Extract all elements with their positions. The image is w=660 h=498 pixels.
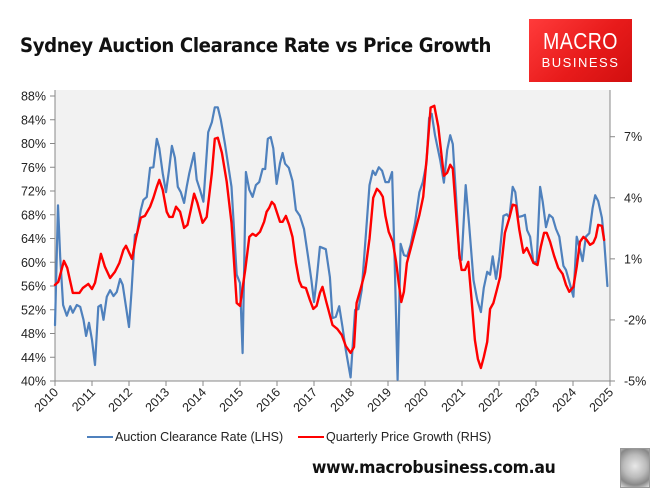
x-tick-label: 2023: [513, 385, 543, 415]
x-tick-label: 2018: [328, 385, 358, 415]
x-tick-label: 2022: [476, 385, 506, 415]
left-axis: 88% 84% 80% 76% 72% 68% 64% 60% 56% 52% 48% 44% 40%: [21, 90, 56, 389]
chart: 88%84%80%76%72%68%64%60%56%52%48%44%40% …: [21, 90, 646, 415]
x-tick-label: 2013: [143, 385, 173, 415]
x-tick-label: 2012: [106, 385, 136, 415]
x-tick-label: 2024: [550, 385, 580, 415]
series-line-quarterly-price-growth: [53, 104, 606, 370]
chart-title: Sydney Auction Clearance Rate vs Price G…: [20, 34, 492, 57]
x-tick-label: 2014: [180, 385, 210, 415]
x-tick-label: 2011: [69, 385, 98, 414]
left-tick-label: 72%: [21, 185, 46, 199]
left-tick-label: 84%: [21, 113, 46, 127]
logo-line1: MACRO: [543, 28, 618, 54]
left-tick-label: 76%: [21, 161, 46, 175]
right-tick-label: 1%: [624, 252, 642, 266]
left-tick-label: 56%: [21, 280, 46, 294]
series-layer: [53, 104, 609, 381]
x-tick-label: 2020: [402, 385, 432, 415]
fox-icon: [620, 448, 650, 488]
right-tick-label: -2%: [624, 313, 646, 327]
left-tick-label: 44%: [21, 351, 46, 365]
logo-line2: BUSINESS: [541, 55, 620, 70]
legend-label-qpg: Quarterly Price Growth (RHS): [326, 430, 492, 444]
legend-item-qpg: Quarterly Price Growth (RHS): [298, 430, 491, 444]
right-axis: 7% 4% 1% -2% -5%: [609, 90, 646, 389]
x-tick-label: 2025: [587, 385, 617, 415]
x-tick-label: 2019: [365, 385, 395, 415]
plot-area: [55, 90, 610, 381]
x-tick-label: 2016: [254, 385, 284, 415]
right-tick-label: 4%: [624, 191, 642, 205]
right-tick-label: -5%: [624, 375, 646, 389]
left-tick-label: 64%: [21, 232, 46, 246]
legend-label-acr: Auction Clearance Rate (LHS): [115, 430, 284, 444]
website-url: www.macrobusiness.com.au: [312, 458, 556, 478]
left-tick-label: 88%: [21, 90, 46, 104]
legend-swatch-qpg: [298, 435, 324, 439]
left-tick-label: 52%: [21, 303, 46, 317]
left-tick-label: 68%: [21, 208, 46, 222]
x-tick-label: 2021: [439, 385, 469, 415]
x-axis: 2010 2011 2012 2013 2014 2015 2016 2017 2018 2019…: [32, 380, 617, 415]
legend-item-acr: Auction Clearance Rate (LHS): [87, 430, 283, 444]
left-tick-label: 40%: [21, 375, 46, 389]
x-tick-label: 2017: [291, 385, 321, 415]
x-tick-label: 2015: [217, 385, 247, 415]
macrobusiness-logo: MACRO BUSINESS: [529, 19, 632, 82]
left-tick-label: 48%: [21, 327, 46, 341]
right-tick-label: 7%: [624, 130, 642, 144]
x-tick-label: 2010: [32, 385, 62, 415]
left-tick-label: 80%: [21, 137, 46, 151]
legend-swatch-acr: [87, 435, 113, 439]
left-tick-label: 60%: [21, 256, 46, 270]
